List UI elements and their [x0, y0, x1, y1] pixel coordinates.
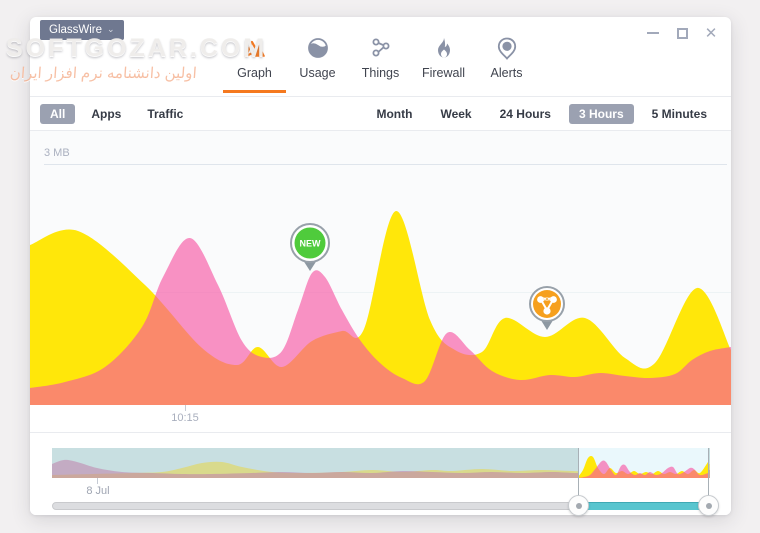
tab-things[interactable]: Things — [349, 29, 412, 93]
maximize-icon — [676, 27, 688, 39]
pink-traffic-area — [30, 237, 731, 405]
tab-things-label: Things — [361, 66, 400, 80]
things-icon — [370, 35, 392, 61]
nav-divider — [30, 96, 731, 97]
graph-icon — [243, 35, 267, 61]
x-axis-tick-label: 10:15 — [171, 412, 199, 424]
app-menu-label: GlassWire — [49, 24, 103, 36]
chevron-down-icon: ⌄ — [107, 23, 115, 34]
minimize-button[interactable] — [645, 25, 661, 41]
new-pin-label: NEW — [300, 239, 322, 249]
tab-alerts[interactable]: Alerts — [475, 29, 538, 93]
filter-divider — [30, 130, 731, 131]
timeline-pane: 8 Jul — [30, 433, 731, 516]
range-24-hours[interactable]: 24 Hours — [490, 104, 561, 124]
filter-traffic[interactable]: Traffic — [137, 104, 193, 124]
range-week[interactable]: Week — [430, 104, 481, 124]
firewall-icon — [434, 35, 454, 61]
main-nav: Graph Usage — [30, 29, 731, 93]
filter-apps[interactable]: Apps — [81, 104, 131, 124]
tab-alerts-label: Alerts — [490, 66, 523, 80]
selection-pink-area — [578, 460, 708, 478]
things-pin-glyph — [537, 296, 557, 315]
timeline-date-tick — [97, 478, 98, 484]
tab-usage-label: Usage — [299, 66, 336, 80]
traffic-area-chart — [30, 210, 731, 405]
things-alert-pin[interactable] — [527, 285, 567, 331]
selection-right-edge[interactable] — [708, 448, 709, 509]
window-controls: ✕ — [645, 25, 719, 41]
minimap-pink-area — [52, 459, 710, 478]
new-alert-pin[interactable]: NEW — [288, 222, 332, 272]
timeline-left-handle[interactable] — [568, 495, 589, 516]
timerange-filter-group: Month Week 24 Hours 3 Hours 5 Minutes — [358, 103, 717, 124]
gridline-3mb — [44, 164, 727, 165]
timeline-right-handle[interactable] — [698, 495, 719, 516]
glasswire-window: GlassWire ⌄ ✕ Graph — [30, 17, 731, 516]
timeline-date-label: 8 Jul — [86, 485, 110, 497]
maximize-button[interactable] — [674, 25, 690, 41]
usage-icon — [307, 35, 329, 61]
x-axis-tick — [185, 405, 186, 411]
handle-dot — [575, 502, 582, 509]
app-menu-button[interactable]: GlassWire ⌄ — [40, 20, 124, 40]
selection-area-chart — [578, 456, 708, 478]
tab-firewall[interactable]: Firewall — [412, 29, 475, 93]
timeline-scrollbar-selected-range[interactable] — [578, 502, 708, 510]
x-axis-strip: 10:15 — [30, 405, 731, 432]
minimap-area-chart — [52, 459, 710, 478]
alerts-icon — [497, 35, 517, 61]
range-month[interactable]: Month — [366, 104, 422, 124]
minimap-divider — [30, 432, 731, 433]
timeline-selection-window[interactable] — [578, 448, 708, 478]
range-5-minutes[interactable]: 5 Minutes — [642, 104, 717, 124]
tab-usage[interactable]: Usage — [286, 29, 349, 93]
tab-graph-label: Graph — [237, 66, 272, 80]
minimize-icon — [647, 32, 659, 34]
y-axis-max-label: 3 MB — [44, 147, 70, 159]
close-button[interactable]: ✕ — [704, 24, 718, 42]
filter-bar: All Apps Traffic Month Week 24 Hours 3 H… — [30, 97, 731, 130]
tab-graph[interactable]: Graph — [223, 29, 286, 93]
traffic-graph-pane[interactable]: 3 MB NEW — [30, 131, 731, 432]
scope-filter-group: All Apps Traffic — [40, 103, 199, 124]
filter-all[interactable]: All — [40, 103, 76, 124]
tab-firewall-label: Firewall — [421, 66, 466, 80]
handle-dot — [705, 502, 712, 509]
range-3-hours[interactable]: 3 Hours — [568, 103, 634, 124]
selection-left-edge[interactable] — [578, 448, 579, 509]
